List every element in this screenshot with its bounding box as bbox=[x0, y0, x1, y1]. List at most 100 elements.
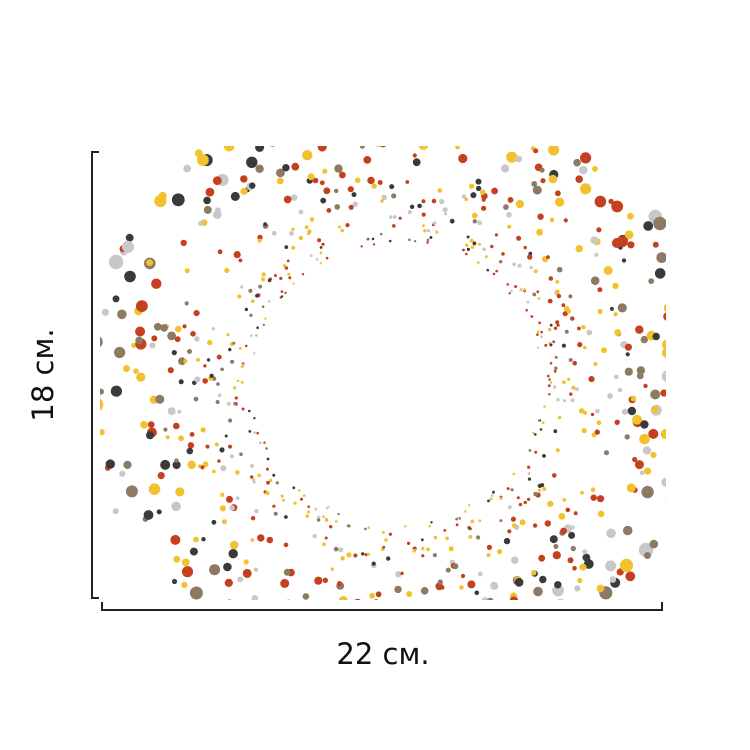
dot bbox=[536, 333, 539, 336]
dot bbox=[354, 177, 361, 184]
dot bbox=[181, 581, 188, 589]
dot bbox=[212, 176, 222, 186]
dot bbox=[237, 576, 244, 583]
dot bbox=[233, 251, 241, 259]
width-label: 22 см. bbox=[336, 637, 429, 671]
dot bbox=[322, 542, 326, 547]
dot bbox=[175, 325, 182, 333]
dot bbox=[240, 285, 244, 289]
dot bbox=[100, 336, 103, 348]
dot bbox=[290, 194, 298, 201]
dot bbox=[490, 244, 494, 249]
dot bbox=[339, 171, 346, 179]
dot bbox=[112, 295, 120, 303]
dot bbox=[381, 530, 385, 534]
dot bbox=[553, 429, 558, 434]
dot bbox=[452, 563, 459, 570]
dot bbox=[533, 269, 538, 274]
height-bracket bbox=[91, 151, 99, 599]
dot bbox=[384, 538, 388, 542]
dot bbox=[507, 505, 512, 510]
dot bbox=[250, 299, 255, 304]
dot bbox=[282, 164, 290, 172]
dot bbox=[100, 398, 104, 411]
dot bbox=[644, 552, 651, 559]
dot bbox=[327, 505, 330, 509]
dot bbox=[570, 545, 576, 552]
dot bbox=[455, 146, 460, 150]
dot bbox=[422, 224, 425, 228]
dot bbox=[653, 216, 666, 231]
dot bbox=[257, 534, 265, 542]
dot bbox=[594, 195, 607, 208]
dot bbox=[359, 146, 365, 149]
dot bbox=[254, 508, 259, 514]
dot bbox=[233, 386, 237, 390]
dot bbox=[499, 497, 503, 501]
dot bbox=[581, 324, 586, 330]
dot bbox=[527, 477, 532, 481]
dot bbox=[297, 489, 301, 492]
dot bbox=[149, 342, 156, 349]
dot bbox=[538, 554, 546, 562]
dot bbox=[203, 196, 211, 205]
dot bbox=[181, 566, 194, 578]
dot bbox=[564, 329, 569, 334]
dot bbox=[244, 307, 249, 312]
dot bbox=[352, 201, 358, 207]
dot bbox=[548, 378, 551, 381]
dot bbox=[518, 502, 523, 507]
dot bbox=[230, 191, 240, 201]
dot bbox=[553, 369, 557, 373]
dot bbox=[194, 376, 201, 383]
dot bbox=[209, 564, 221, 576]
dot bbox=[354, 598, 361, 600]
dot bbox=[539, 575, 547, 584]
dot bbox=[230, 359, 235, 364]
dot bbox=[223, 562, 232, 572]
dot bbox=[624, 230, 634, 240]
dot bbox=[464, 510, 467, 513]
dot bbox=[380, 199, 384, 203]
dot bbox=[287, 272, 291, 276]
dot bbox=[284, 291, 287, 295]
dot bbox=[507, 224, 512, 229]
dot bbox=[226, 495, 233, 503]
dot bbox=[421, 212, 426, 217]
dot bbox=[211, 327, 216, 331]
dot bbox=[630, 395, 637, 402]
dot bbox=[322, 515, 325, 518]
dot bbox=[467, 580, 476, 589]
dot bbox=[173, 555, 181, 563]
dot bbox=[167, 407, 176, 416]
dot bbox=[257, 238, 262, 243]
dot bbox=[131, 342, 137, 348]
dot bbox=[540, 178, 546, 184]
dot bbox=[476, 535, 481, 540]
dot bbox=[382, 545, 386, 549]
dot bbox=[428, 525, 431, 528]
dot bbox=[366, 552, 370, 556]
dot bbox=[255, 146, 265, 152]
dot bbox=[443, 529, 447, 532]
dot bbox=[537, 213, 544, 220]
dot bbox=[406, 591, 413, 597]
dot bbox=[555, 280, 560, 284]
dot bbox=[391, 193, 397, 199]
dot bbox=[219, 447, 225, 453]
dot bbox=[568, 358, 573, 362]
dot bbox=[515, 200, 525, 209]
dot bbox=[477, 571, 483, 577]
dot bbox=[187, 442, 195, 449]
dot bbox=[319, 251, 323, 255]
dot bbox=[235, 470, 240, 475]
dot bbox=[467, 526, 471, 530]
dot bbox=[229, 540, 239, 550]
dot bbox=[253, 567, 259, 572]
dot bbox=[371, 237, 375, 241]
dot bbox=[481, 197, 486, 202]
dot bbox=[194, 149, 203, 158]
dot bbox=[443, 212, 448, 216]
dot bbox=[519, 519, 526, 526]
dot bbox=[101, 308, 109, 316]
